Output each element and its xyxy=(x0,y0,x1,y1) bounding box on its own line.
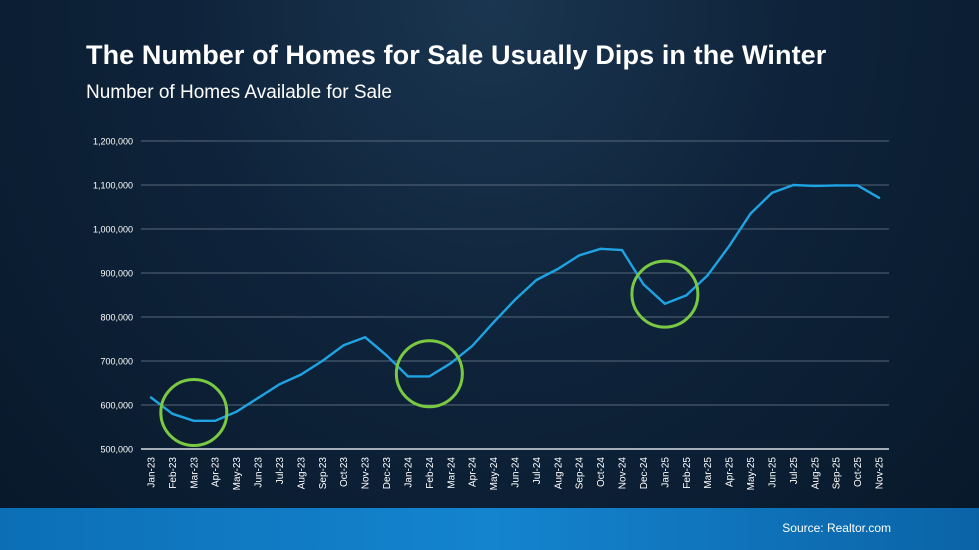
data-point xyxy=(192,419,196,423)
x-tick-label: Mar-24 xyxy=(446,457,457,489)
x-tick-label: Nov-23 xyxy=(361,457,372,490)
data-point xyxy=(149,396,153,399)
x-tick-label: Oct-23 xyxy=(339,457,350,487)
y-tick-label: 1,000,000 xyxy=(93,225,133,235)
x-tick-label: Nov-24 xyxy=(618,457,629,490)
data-point xyxy=(256,396,260,400)
data-point xyxy=(856,184,859,187)
x-tick-label: Jul-23 xyxy=(275,457,286,485)
x-tick-label: Jul-24 xyxy=(532,457,543,485)
data-point xyxy=(235,410,238,413)
y-tick-label: 800,000 xyxy=(100,313,133,323)
x-tick-label: Sep-23 xyxy=(318,457,329,490)
x-tick-label: Jan-23 xyxy=(147,457,158,488)
data-point xyxy=(556,267,560,271)
x-tick-label: May-24 xyxy=(489,457,500,491)
source-label: Source: Realtor.com xyxy=(782,521,891,535)
data-point xyxy=(685,294,688,297)
line-chart: 500,000 600,000 700,000 800,000 900,000 1,000… xyxy=(93,137,889,491)
x-tick-label: May-23 xyxy=(232,457,243,491)
y-tick-label: 1,100,000 xyxy=(93,181,133,191)
data-point xyxy=(299,373,303,376)
data-point xyxy=(385,354,388,357)
data-point xyxy=(663,302,667,305)
x-tick-label: Mar-23 xyxy=(189,457,200,489)
x-tick-label: Jun-24 xyxy=(511,457,522,488)
annotations-layer xyxy=(159,259,700,447)
data-point xyxy=(642,283,645,286)
x-tick-label: May-25 xyxy=(746,457,757,491)
data-point xyxy=(342,343,345,347)
series-layer xyxy=(149,183,881,423)
data-point xyxy=(599,247,602,250)
x-tick-label: Jun-25 xyxy=(767,457,778,488)
x-tick-label: Feb-23 xyxy=(168,457,179,489)
highlight-circle xyxy=(394,339,464,409)
data-point xyxy=(535,278,538,282)
data-point xyxy=(620,248,624,252)
x-tick-label: Sep-25 xyxy=(832,457,843,490)
y-tick-label: 900,000 xyxy=(100,269,133,279)
y-tick-label: 1,200,000 xyxy=(93,137,133,147)
data-point xyxy=(770,191,774,195)
x-axis-ticks: Jan-23 Feb-23 Mar-23 Apr-23 May-23 Jun-23 Jul-… xyxy=(147,457,886,491)
footer-bar: Source: Realtor.com xyxy=(0,508,979,550)
data-point xyxy=(428,375,431,378)
data-point xyxy=(492,321,495,324)
y-tick-label: 500,000 xyxy=(100,445,133,455)
data-point xyxy=(578,254,581,257)
data-point xyxy=(214,419,217,423)
x-tick-label: Dec-24 xyxy=(639,457,650,490)
x-tick-label: Apr-25 xyxy=(725,457,736,487)
x-tick-label: Oct-24 xyxy=(596,457,607,487)
x-tick-label: Jan-24 xyxy=(403,457,414,488)
data-point xyxy=(449,362,452,365)
x-tick-label: Feb-24 xyxy=(425,457,436,489)
data-point xyxy=(877,196,881,199)
data-point xyxy=(813,184,816,188)
x-tick-label: Dec-23 xyxy=(382,457,393,490)
data-point xyxy=(470,344,474,348)
data-point xyxy=(834,184,838,187)
data-point xyxy=(792,183,795,187)
x-tick-label: Jan-25 xyxy=(660,457,671,488)
series-line xyxy=(149,183,881,422)
y-tick-label: 700,000 xyxy=(100,357,133,367)
data-point xyxy=(513,298,517,302)
data-point xyxy=(321,359,324,363)
x-tick-label: Feb-25 xyxy=(682,457,693,489)
x-tick-label: Jul-25 xyxy=(789,457,800,485)
x-tick-label: Aug-25 xyxy=(810,457,821,490)
x-tick-label: Apr-23 xyxy=(211,457,222,487)
data-point xyxy=(727,244,731,248)
y-tick-label: 600,000 xyxy=(100,401,133,411)
y-axis-ticks: 500,000 600,000 700,000 800,000 900,000 1,000… xyxy=(93,137,133,455)
x-tick-label: Sep-24 xyxy=(575,457,586,490)
data-point xyxy=(363,336,367,339)
data-point xyxy=(278,383,281,386)
x-tick-label: Mar-25 xyxy=(703,457,714,489)
chart-subtitle: Number of Homes Available for Sale xyxy=(86,82,392,103)
grid-lines xyxy=(141,140,889,450)
highlight-circle xyxy=(159,377,229,447)
x-tick-label: Oct-25 xyxy=(853,457,864,487)
data-point xyxy=(706,274,709,277)
data-point xyxy=(749,212,752,215)
data-point xyxy=(171,412,174,415)
x-tick-label: Aug-24 xyxy=(553,457,564,490)
x-tick-label: Apr-24 xyxy=(468,457,479,487)
x-tick-label: Aug-23 xyxy=(296,457,307,490)
data-point xyxy=(406,375,410,378)
x-tick-label: Nov-25 xyxy=(875,457,886,490)
x-tick-label: Jun-23 xyxy=(254,457,265,488)
highlight-circle xyxy=(630,259,700,329)
chart-title: The Number of Homes for Sale Usually Dip… xyxy=(86,40,827,70)
